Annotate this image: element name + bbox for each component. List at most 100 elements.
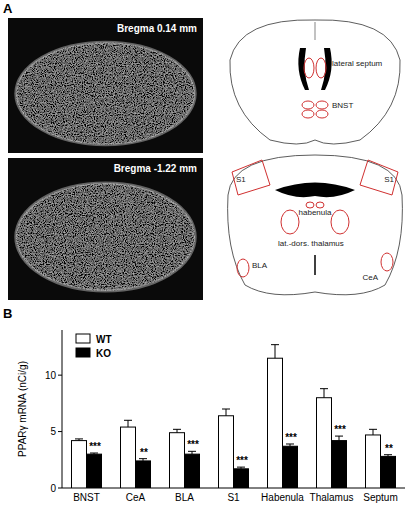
atlas-diagram: lateral septum BNST [230, 20, 400, 144]
error-cap [90, 453, 98, 454]
error-cap [271, 344, 279, 345]
error-line [373, 429, 374, 435]
error-line [226, 409, 227, 416]
tissue-signal [8, 18, 203, 153]
significance: *** [236, 455, 248, 466]
error-cap [369, 429, 377, 430]
error-line [339, 436, 340, 441]
error-cap [237, 467, 245, 468]
ventricle [275, 183, 355, 198]
bar [170, 433, 185, 488]
error-bar [139, 459, 147, 461]
category-label: Thalamus [310, 492, 354, 503]
image-label: Bregma -1.22 mm [114, 163, 197, 174]
y-tick-label: 0 [50, 483, 56, 494]
error-bar [335, 436, 343, 441]
category-label: BNST [73, 492, 100, 503]
error-line [324, 389, 325, 398]
bar [136, 461, 151, 488]
canvas: A Bregma 0.14 mm Bregma -1.22 mm lateral se… [0, 0, 410, 516]
error-cap [188, 451, 196, 452]
error-bar [237, 467, 245, 469]
legend-swatch [76, 348, 90, 357]
bars [72, 345, 396, 488]
category-label: S1 [227, 492, 240, 503]
roi [360, 160, 398, 195]
y-tick [58, 488, 62, 489]
bar [185, 454, 200, 488]
category-label: CeA [126, 492, 146, 503]
significance: *** [89, 441, 101, 452]
roi [281, 210, 299, 234]
roi [237, 259, 249, 277]
error-bar [75, 439, 83, 441]
atlas-label: S1 [236, 175, 246, 184]
category-label: BLA [175, 492, 194, 503]
error-bar [271, 345, 279, 359]
third-ventricle [314, 255, 316, 275]
bar [121, 427, 136, 488]
bar [219, 416, 234, 488]
roi [304, 58, 314, 78]
error-bar [90, 453, 98, 454]
error-line [128, 420, 129, 427]
bar [332, 441, 347, 488]
significance: ** [140, 447, 148, 458]
legend-label: WT [96, 334, 112, 345]
error-cap [222, 409, 230, 410]
error-cap [286, 443, 294, 444]
y-axis-label: PPARγ mRNA (nCi/g) [17, 361, 28, 457]
error-bar [188, 451, 196, 454]
roi [302, 101, 314, 109]
bar [234, 469, 249, 488]
category-label: Habenula [261, 492, 304, 503]
error-cap [124, 420, 132, 421]
atlas-label: BNST [332, 101, 353, 110]
cortex-band [16, 42, 195, 145]
image-bg [8, 18, 203, 153]
y-tick-label: 10 [45, 370, 57, 381]
error-bar [222, 409, 230, 416]
atlas-label: S1 [384, 175, 394, 184]
bar [72, 441, 87, 488]
atlas-label: lat.-dors. thalamus [278, 239, 344, 248]
bar [283, 446, 298, 488]
error-line [275, 345, 276, 359]
error-cap [320, 388, 328, 389]
error-cap [384, 454, 392, 455]
roi [316, 101, 328, 109]
bar [317, 398, 332, 488]
atlas-label: BLA [252, 261, 268, 270]
bar [268, 358, 283, 488]
atlas-label: CeA [362, 273, 378, 282]
error-cap [173, 429, 181, 430]
figure: A Bregma 0.14 mm Bregma -1.22 mm lateral se… [0, 0, 410, 516]
panel-label: A [3, 1, 13, 16]
atlas-diagram: S1S1habenulalat.-dors. thalamusBLACeA [228, 155, 403, 295]
y-tick [58, 431, 62, 432]
error-line [177, 429, 178, 432]
y-axis [62, 330, 63, 488]
image-label: Bregma 0.14 mm [117, 23, 197, 34]
section-outline [230, 20, 400, 144]
significance: *** [285, 432, 297, 443]
tissue-signal [8, 158, 203, 300]
legend-swatch [76, 334, 90, 343]
roi [302, 110, 314, 118]
bar [381, 456, 396, 488]
autoradiograph: Bregma 0.14 mm [8, 18, 203, 153]
significance: *** [187, 439, 199, 450]
error-bar [286, 444, 294, 446]
error-bar [124, 420, 132, 427]
section-outline [228, 155, 403, 295]
autoradiograph: Bregma -1.22 mm [8, 158, 203, 300]
roi [316, 58, 326, 78]
significance: *** [334, 424, 346, 435]
error-bar [173, 429, 181, 432]
bar [87, 454, 102, 488]
significance: ** [385, 443, 393, 454]
roi [316, 110, 328, 118]
y-tick [58, 375, 62, 376]
atlas-label: lateral septum [332, 59, 383, 68]
image-bg [8, 158, 203, 300]
